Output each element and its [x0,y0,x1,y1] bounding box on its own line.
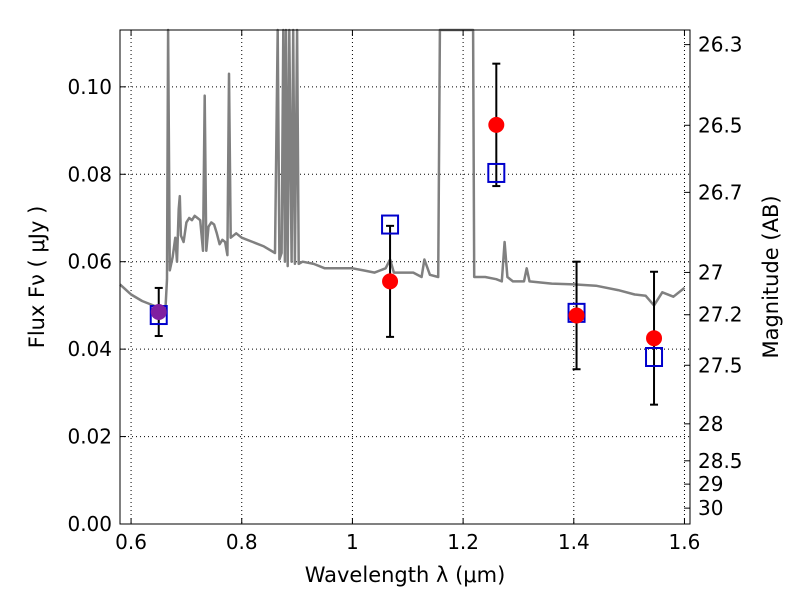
model-square-marker [645,347,664,368]
y2-tick-label: 30 [698,496,723,520]
x-tick-label: 0.8 [226,530,258,554]
x-tick-label: 1 [346,530,359,554]
y2-tick-label: 27 [698,260,723,284]
y-axis-label: Flux Fν ( μJy ) [25,206,49,349]
y-tick-label: 0.06 [67,250,112,274]
model-square-marker [381,214,400,235]
spectrum-line [119,28,686,312]
x-axis-label: Wavelength λ (μm) [305,563,506,587]
x-tick-label: 1.4 [558,530,590,554]
grid-lines [120,30,690,524]
axis-ticks: 0.6 0.8 1 1.2 1.4 1.6 0.00 0.02 0.04 0.06 0.08 0.10… [67,30,743,554]
y2-tick-label: 26.3 [698,33,743,57]
y2-axis-label: Magnitude (AB) [759,195,783,358]
y2-tick-label: 29 [698,472,723,496]
y2-tick-label: 26.5 [698,113,743,137]
y2-tick-label: 28 [698,412,723,436]
y2-tick-label: 28.5 [698,449,743,473]
y2-tick-label: 27.2 [698,303,743,327]
observed-point-marker [646,330,663,347]
y-tick-label: 0.00 [67,512,112,536]
y-tick-label: 0.04 [67,337,112,361]
spectrum-polyline [119,28,686,312]
y2-tick-label: 27.5 [698,353,743,377]
y-tick-label: 0.10 [67,75,112,99]
observed-point-marker [150,303,167,320]
x-tick-label: 1.6 [669,530,701,554]
observed-point-marker [488,116,505,133]
observed-point-marker [568,307,585,324]
plot-frame [119,29,691,525]
y2-tick-label: 26.7 [698,180,743,204]
y-tick-label: 0.02 [67,425,112,449]
y-tick-label: 0.08 [67,162,112,186]
observed-point-marker [382,273,399,290]
x-tick-label: 1.2 [447,530,479,554]
model-square-marker [487,162,506,183]
x-tick-label: 0.6 [115,530,147,554]
data-points [149,62,664,406]
